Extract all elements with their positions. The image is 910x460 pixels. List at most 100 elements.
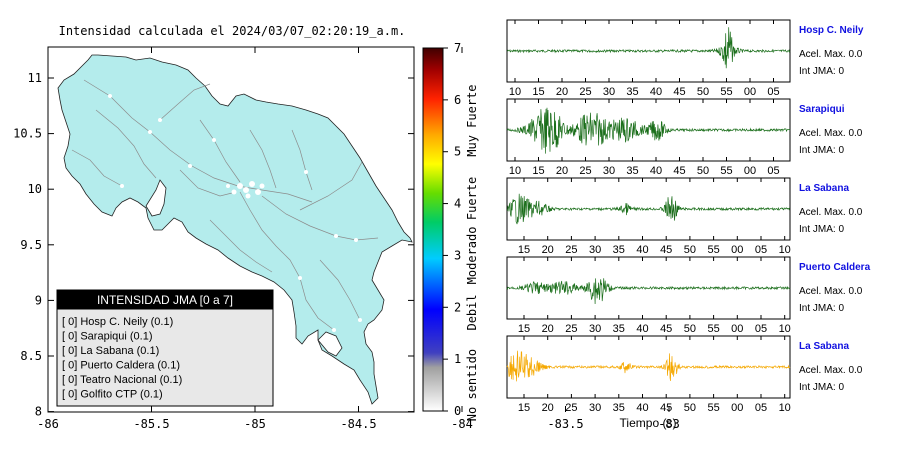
- map-y-tick-label: 11: [28, 71, 42, 85]
- waveform-tick-label: 25: [565, 402, 577, 414]
- waveform-panels: 10 15 20 25 30 35 40 45 50 55 00 05 Hosp C. Neily Ace…: [506, 19, 871, 414]
- waveform-panel: 10 15 20 25 30 35 40 45 50 55 00 05 Hosp C. Neily Ace…: [506, 19, 864, 98]
- waveform-tick-label: 25: [565, 323, 577, 335]
- waveform-trace: [506, 193, 791, 225]
- waveform-tick-label: 25: [565, 244, 577, 256]
- waveform-trace: [506, 278, 791, 305]
- legend-title: INTENSIDAD JMA [0 a 7]: [97, 293, 233, 307]
- waveform-trace: [506, 350, 791, 382]
- waveform-tick-label: 05: [755, 323, 767, 335]
- waveform-tick-label: 35: [613, 323, 625, 335]
- waveform-tick-label: 25: [579, 165, 591, 177]
- waveform-tick-label: 45: [673, 165, 685, 177]
- waveform-panel: 15 20 25 30 35 40 45 50 55 00 05 10 La Sabana Acel. M…: [506, 177, 863, 256]
- waveform-tick-label: 30: [589, 402, 601, 414]
- station-name: Hosp C. Neily: [799, 25, 864, 36]
- map-y-tick-label: 9.5: [20, 238, 42, 252]
- waveform-tick-label: 45: [660, 323, 672, 335]
- max-acceleration: Acel. Max. 0.0: [799, 49, 863, 60]
- waveform-tick-label: 10: [779, 402, 791, 414]
- legend-item: [ 0] Puerto Caldera (0.1): [62, 360, 180, 372]
- station-name: La Sabana: [799, 341, 849, 352]
- colorbar-category-label: Debil: [465, 294, 479, 330]
- station-name: La Sabana: [799, 183, 849, 194]
- jma-intensity: Int JMA: 0: [799, 382, 844, 393]
- waveform-panel: 15 20 25 30 35 40 45 50 55 00 05 10 La Sabana Acel. M…: [506, 335, 863, 414]
- colorbar-category-label: No sentido: [465, 349, 479, 421]
- colorbar-tick-label: 4: [454, 197, 461, 211]
- max-acceleration: Acel. Max. 0.0: [799, 286, 863, 297]
- map-x-tick-label: -84: [451, 417, 473, 431]
- colorbar-category-label: Moderado: [465, 227, 479, 285]
- waveform-tick-label: 55: [707, 323, 719, 335]
- waveform-tick-label: 40: [636, 402, 648, 414]
- waveform-tick-label: 50: [697, 165, 709, 177]
- max-acceleration: Acel. Max. 0.0: [799, 128, 863, 139]
- map-x-tick-label: -85.5: [133, 417, 169, 431]
- map-y-tick-label: 8: [35, 405, 42, 419]
- jma-intensity: Int JMA: 0: [799, 303, 844, 314]
- waveform-tick-label: 55: [720, 165, 732, 177]
- waveform-tick-label: 35: [626, 165, 638, 177]
- waveform-tick-label: 05: [755, 402, 767, 414]
- waveform-tick-label: 30: [589, 323, 601, 335]
- waveform-tick-label: 20: [542, 323, 554, 335]
- legend-item: [ 0] Golfito CTP (0.1): [62, 389, 163, 401]
- colorbar-tick-label: 7: [454, 41, 461, 55]
- time-axis-label: Tiempo (s): [620, 416, 677, 430]
- waveform-tick-label: 35: [613, 244, 625, 256]
- jma-intensity: Int JMA: 0: [799, 145, 844, 156]
- town-markers: [108, 94, 362, 332]
- waveform-tick-label: 20: [542, 402, 554, 414]
- waveform-tick-label: 15: [518, 244, 530, 256]
- waveform-panel: 15 20 25 30 35 40 45 50 55 00 05 10 Puerto Caldera Ac…: [506, 256, 871, 335]
- map-y-tick-label: 8.5: [20, 349, 42, 363]
- jma-intensity: Int JMA: 0: [799, 224, 844, 235]
- waveform-tick-label: 30: [603, 165, 615, 177]
- waveform-tick-label: 40: [636, 244, 648, 256]
- colorbar: 0 1 2 3 4 5 6 7 No sentido Debil Moderado Fuerte Mu…: [422, 41, 479, 421]
- waveform-trace: [506, 27, 791, 69]
- legend-item: [ 0] Teatro Nacional (0.1): [62, 374, 182, 386]
- waveform-tick-label: 15: [532, 86, 544, 98]
- waveform-tick-label: 20: [556, 86, 568, 98]
- map-x-tick-label: -83: [658, 417, 680, 431]
- waveform-tick-label: 55: [707, 244, 719, 256]
- legend-item: [ 0] Hosp C. Neily (0.1): [62, 316, 173, 328]
- map-x-tick-label: -86: [37, 417, 59, 431]
- waveform-tick-label: 10: [779, 244, 791, 256]
- waveform-tick-label: 20: [556, 165, 568, 177]
- waveform-tick-label: 55: [720, 86, 732, 98]
- colorbar-category-label: Fuerte: [465, 177, 479, 220]
- jma-intensity: Int JMA: 0: [799, 66, 844, 77]
- map-title: Intensidad calculada el 2024/03/07_02:20…: [59, 24, 406, 38]
- map-x-tick-label: -84.5: [340, 417, 376, 431]
- legend-item: [ 0] Sarapiqui (0.1): [62, 331, 153, 343]
- map-x-tick-label: -85: [244, 417, 266, 431]
- legend-item: [ 0] La Sabana (0.1): [62, 345, 159, 357]
- waveform-tick-label: 25: [579, 86, 591, 98]
- waveform-tick-label: 00: [744, 165, 756, 177]
- colorbar-category-label: Muy Fuerte: [465, 84, 479, 156]
- map-y-tick-label: 10.5: [13, 127, 42, 141]
- waveform-tick-label: 15: [518, 323, 530, 335]
- waveform-tick-label: 40: [636, 323, 648, 335]
- waveform-tick-label: 15: [518, 402, 530, 414]
- waveform-tick-label: 05: [755, 244, 767, 256]
- colorbar-tick-label: 0: [454, 404, 461, 418]
- station-name: Puerto Caldera: [799, 262, 871, 273]
- map-x-tick-label: -83.5: [547, 417, 583, 431]
- waveform-panel: 10 15 20 25 30 35 40 45 50 55 00 05 Sarapiqui Acel. M…: [506, 98, 863, 177]
- intensity-legend: INTENSIDAD JMA [0 a 7] [ 0] Hosp C. Neil…: [56, 289, 274, 407]
- waveform-tick-label: 40: [650, 86, 662, 98]
- waveform-tick-label: 45: [660, 244, 672, 256]
- waveform-tick-label: 10: [779, 323, 791, 335]
- waveform-tick-label: 50: [684, 323, 696, 335]
- map-y-tick-label: 10: [28, 182, 42, 196]
- colorbar-tick-label: 2: [454, 300, 461, 314]
- waveform-tick-label: 00: [744, 86, 756, 98]
- waveform-tick-label: 30: [603, 86, 615, 98]
- waveform-tick-label: 00: [731, 244, 743, 256]
- waveform-trace: [506, 107, 791, 154]
